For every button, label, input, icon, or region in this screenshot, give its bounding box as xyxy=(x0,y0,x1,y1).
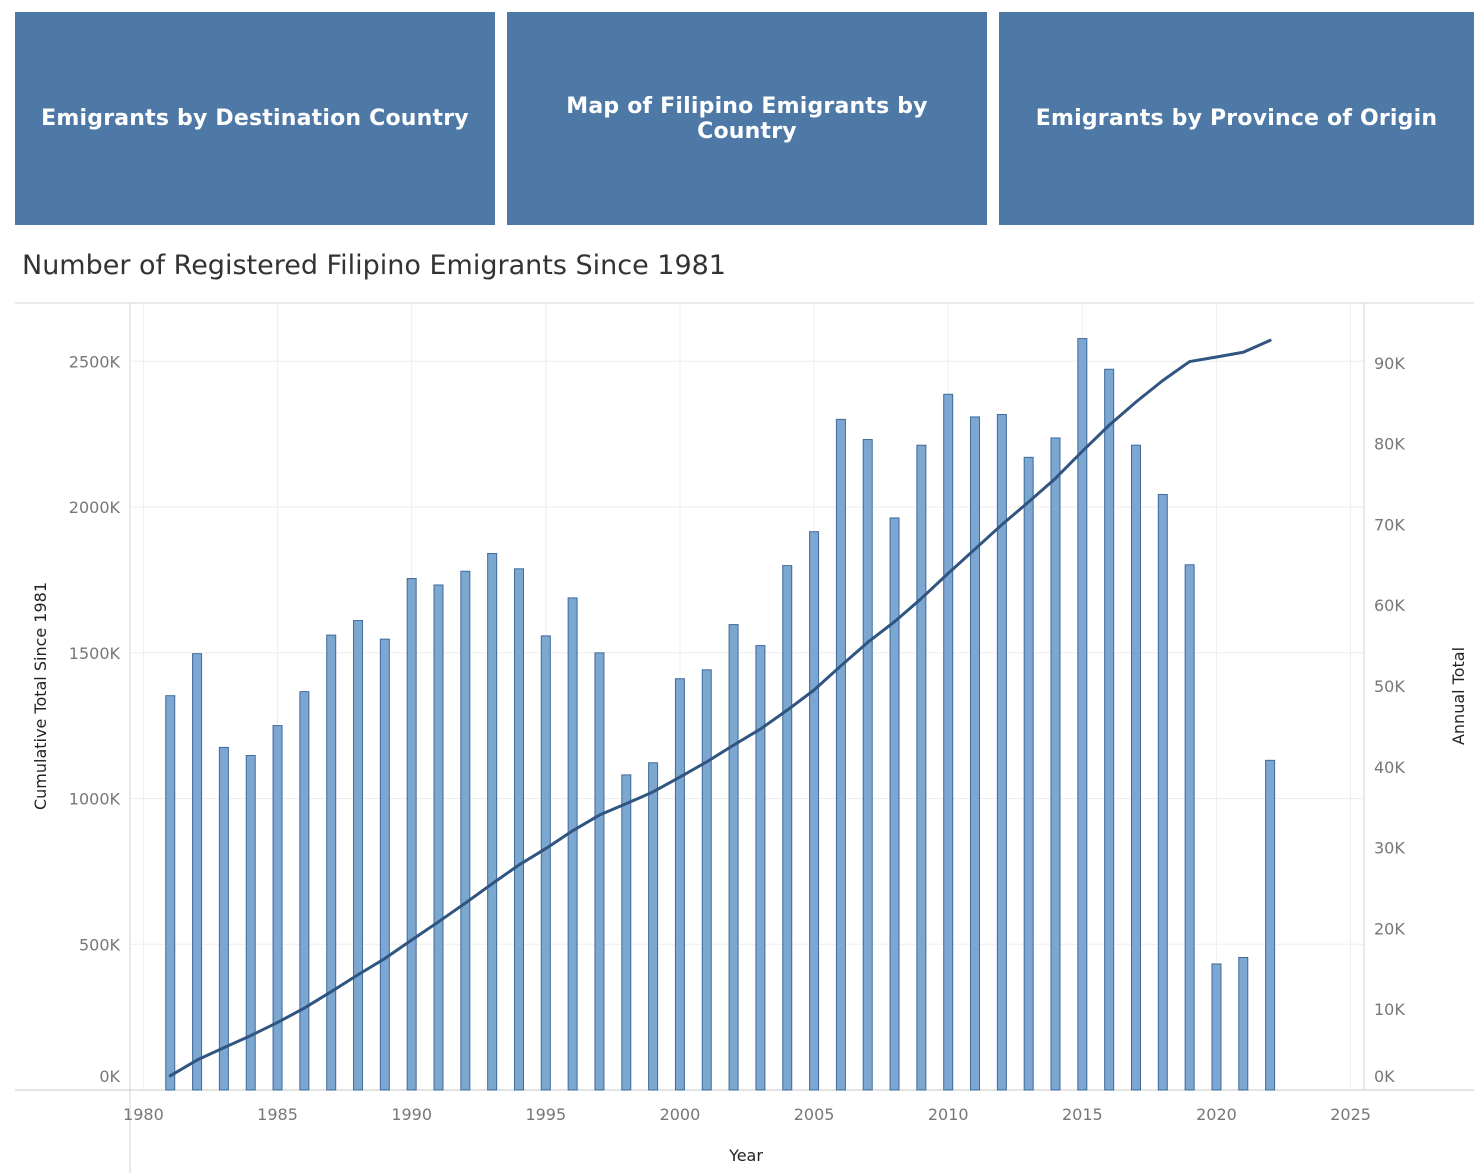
x-tick-label: 2000 xyxy=(660,1105,701,1124)
x-tick-label: 1985 xyxy=(257,1105,298,1124)
bar-1986 xyxy=(299,691,310,1091)
bar-1982 xyxy=(192,653,203,1091)
bar-2009 xyxy=(916,444,927,1091)
bar-2003 xyxy=(755,645,766,1091)
y-left-tick-label: 2000K xyxy=(69,498,121,517)
bar-1985 xyxy=(272,725,283,1091)
bar-2005 xyxy=(809,531,820,1091)
nav-button-label: Emigrants by Province of Origin xyxy=(1035,106,1438,131)
y-left-tick-label: 500K xyxy=(79,935,121,954)
bar-2021 xyxy=(1238,956,1249,1091)
bar-1992 xyxy=(460,570,471,1091)
y-right-tick-label: 40K xyxy=(1374,758,1405,777)
x-tick-label: 2010 xyxy=(928,1105,969,1124)
bar-2015 xyxy=(1077,338,1088,1091)
y-left-tick-label: 1500K xyxy=(69,644,121,663)
bar-2018 xyxy=(1157,494,1168,1091)
bar-2007 xyxy=(862,439,873,1091)
bar-2016 xyxy=(1104,368,1115,1091)
bar-1991 xyxy=(433,584,444,1091)
x-axis-title: Year xyxy=(728,1146,763,1165)
y-right-tick-label: 50K xyxy=(1374,677,1405,696)
annual-total-bars xyxy=(165,338,1276,1091)
y-right-tick-label: 30K xyxy=(1374,839,1405,858)
bar-2010 xyxy=(943,393,954,1091)
bar-2013 xyxy=(1023,456,1034,1091)
bar-2008 xyxy=(889,517,900,1091)
x-tick-label: 1980 xyxy=(123,1105,164,1124)
bar-1995 xyxy=(540,635,551,1091)
bar-2017 xyxy=(1130,444,1141,1091)
y-right-tick-label: 70K xyxy=(1374,515,1405,534)
x-tick-label: 2005 xyxy=(794,1105,835,1124)
bar-2001 xyxy=(701,669,712,1091)
bar-1989 xyxy=(379,638,390,1091)
bar-1988 xyxy=(353,620,364,1091)
gridlines xyxy=(130,303,1364,1091)
x-tick-label: 1990 xyxy=(391,1105,432,1124)
bar-2020 xyxy=(1211,963,1222,1091)
y-axis-left-title: Cumulative Total Since 1981 xyxy=(31,582,50,810)
y-left-tick-label: 0K xyxy=(99,1067,120,1086)
y-right-tick-label: 10K xyxy=(1374,1000,1405,1019)
nav-button-label: Map of Filipino Emigrants by Country xyxy=(566,93,928,144)
bar-2012 xyxy=(996,414,1007,1091)
bar-1994 xyxy=(513,568,524,1091)
x-tick-label: 2025 xyxy=(1330,1105,1371,1124)
cumulative-line xyxy=(168,338,1272,1078)
bar-1993 xyxy=(487,552,498,1091)
bar-2000 xyxy=(674,678,685,1091)
y-right-tick-label: 0K xyxy=(1374,1067,1395,1086)
bar-1998 xyxy=(621,774,632,1091)
nav-button-map-by-country[interactable]: Map of Filipino Emigrants by Country xyxy=(507,12,987,225)
y-right-tick-label: 60K xyxy=(1374,596,1405,615)
x-tick-label: 1995 xyxy=(525,1105,566,1124)
nav-button-province-of-origin[interactable]: Emigrants by Province of Origin xyxy=(999,12,1474,225)
cumulative-total-line xyxy=(168,338,1272,1078)
nav-button-destination-country[interactable]: Emigrants by Destination Country xyxy=(15,12,495,225)
nav-button-label: Emigrants by Destination Country xyxy=(41,106,469,131)
bar-2011 xyxy=(970,416,981,1091)
bar-2004 xyxy=(782,565,793,1091)
bar-2014 xyxy=(1050,437,1061,1091)
y-right-tick-label: 80K xyxy=(1374,435,1405,454)
bar-2019 xyxy=(1184,564,1195,1091)
y-right-tick-label: 20K xyxy=(1374,919,1405,938)
bar-1987 xyxy=(326,634,337,1091)
axes: 1980 1985 1990 1995 2000 2005 2010 2015 2020 2025… xyxy=(69,352,1406,1124)
bar-1990 xyxy=(406,578,417,1091)
x-tick-label: 2020 xyxy=(1196,1105,1237,1124)
chart-frame xyxy=(15,302,1474,1173)
y-axis-right-title: Annual Total xyxy=(1449,647,1468,745)
bar-1997 xyxy=(594,652,605,1091)
chart-title: Number of Registered Filipino Emigrants … xyxy=(22,250,726,281)
bar-1981 xyxy=(165,695,176,1091)
y-left-tick-label: 2500K xyxy=(69,352,121,371)
bar-1983 xyxy=(218,746,229,1091)
bar-2002 xyxy=(728,624,739,1091)
bar-2022 xyxy=(1265,759,1276,1091)
bar-1984 xyxy=(245,754,256,1091)
x-tick-label: 2015 xyxy=(1062,1105,1103,1124)
bar-1996 xyxy=(567,597,578,1091)
bar-1999 xyxy=(648,762,659,1091)
y-left-tick-label: 1000K xyxy=(69,790,121,809)
y-right-tick-label: 90K xyxy=(1374,354,1405,373)
bar-2006 xyxy=(835,418,846,1091)
